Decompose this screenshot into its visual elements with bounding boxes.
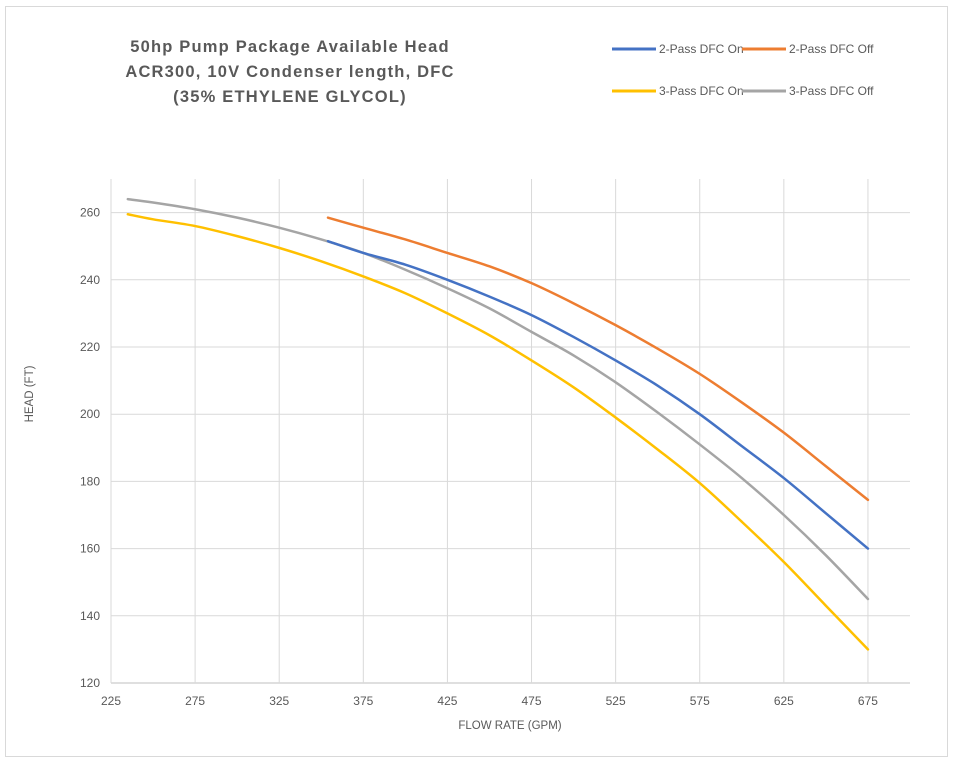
chart-title-line-1: 50hp Pump Package Available Head <box>130 38 450 56</box>
y-tick-label: 160 <box>80 542 100 556</box>
x-tick-label: 425 <box>437 694 457 708</box>
series-lines <box>126 197 870 651</box>
legend-label: 2-Pass DFC Off <box>789 42 874 56</box>
chart-title: 50hp Pump Package Available Head ACR300,… <box>125 38 454 106</box>
chart-title-line-2: ACR300, 10V Condenser length, DFC <box>125 63 454 81</box>
x-tick-label: 325 <box>269 694 289 708</box>
y-tick-label: 200 <box>80 407 100 421</box>
legend-item-2-pass-dfc-off: 2-Pass DFC Off <box>742 42 874 56</box>
legend-label: 3-Pass DFC On <box>659 84 744 98</box>
y-tick-label: 120 <box>80 676 100 690</box>
y-tick-label: 220 <box>80 340 100 354</box>
series-line-3-pass-dfc-on <box>126 213 870 651</box>
y-tick-label: 140 <box>80 609 100 623</box>
series-line-2-pass-dfc-on <box>326 239 870 550</box>
y-axis-title: HEAD (FT) <box>24 365 36 422</box>
x-tick-label: 375 <box>353 694 373 708</box>
series-line-3-pass-dfc-off <box>126 197 870 601</box>
x-tick-labels: 225 275 325 375 425 475 525 575 625 675 <box>101 694 878 708</box>
chart-title-line-3: (35% ETHYLENE GLYCOL) <box>173 88 407 106</box>
y-tick-label: 240 <box>80 273 100 287</box>
x-axis-title: FLOW RATE (GPM) <box>458 720 561 732</box>
y-tick-label: 260 <box>80 206 100 220</box>
legend-item-3-pass-dfc-on: 3-Pass DFC On <box>612 84 744 98</box>
legend-item-2-pass-dfc-on: 2-Pass DFC On <box>612 42 744 56</box>
legend-item-3-pass-dfc-off: 3-Pass DFC Off <box>742 84 874 98</box>
gridlines <box>110 179 910 684</box>
legend: 2-Pass DFC On 2-Pass DFC Off 3-Pass DFC … <box>612 42 874 98</box>
y-tick-label: 180 <box>80 474 100 488</box>
x-tick-label: 225 <box>101 694 121 708</box>
series-line-2-pass-dfc-off <box>326 216 870 502</box>
chart-frame <box>5 6 948 757</box>
legend-label: 3-Pass DFC Off <box>789 84 874 98</box>
x-tick-label: 475 <box>522 694 542 708</box>
x-tick-label: 575 <box>690 694 710 708</box>
legend-label: 2-Pass DFC On <box>659 42 744 56</box>
x-tick-label: 625 <box>774 694 794 708</box>
y-tick-labels: 120 140 160 180 200 220 240 260 <box>80 206 100 690</box>
x-tick-label: 275 <box>185 694 205 708</box>
x-tick-label: 525 <box>606 694 626 708</box>
x-tick-label: 675 <box>858 694 878 708</box>
